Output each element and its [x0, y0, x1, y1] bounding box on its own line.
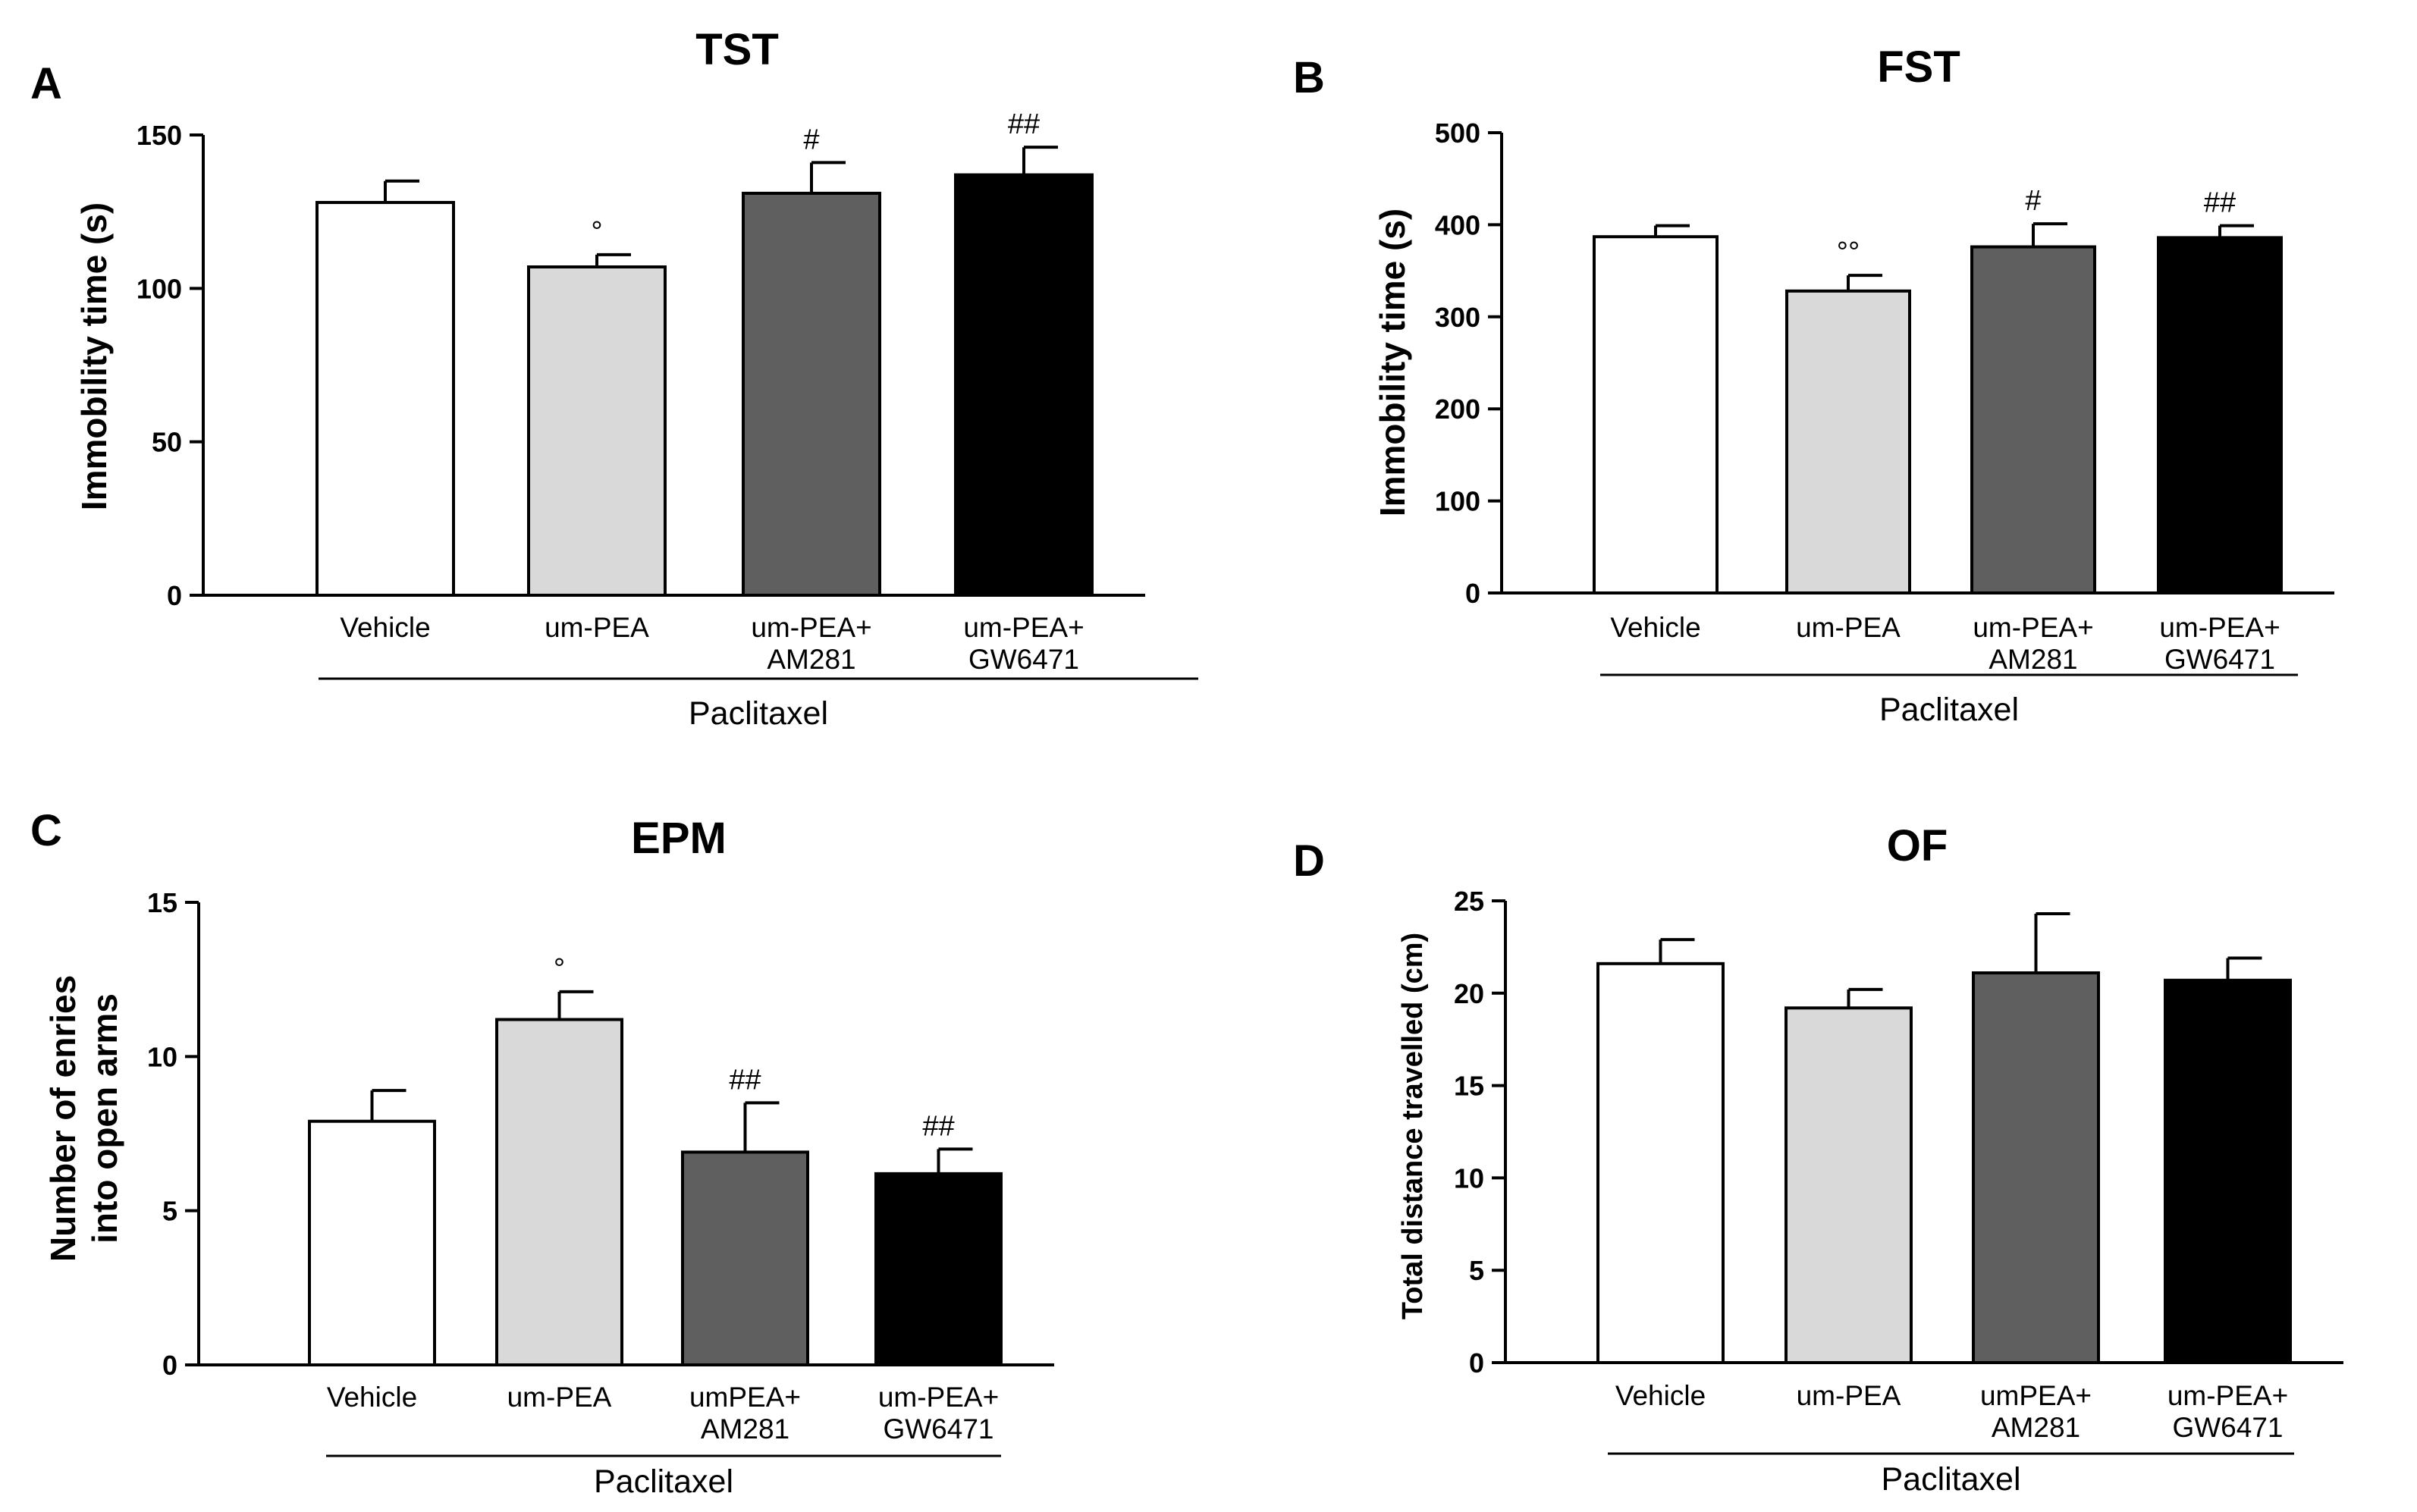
y-axis-label-line: Immobility time (s): [1373, 209, 1412, 516]
y-tick-label: 200: [1435, 394, 1480, 425]
category-label: Vehicle: [1610, 612, 1700, 643]
y-tick-label: 0: [1469, 1347, 1484, 1379]
category-label: um-PEA: [545, 612, 649, 643]
y-tick-label: 15: [1454, 1071, 1484, 1102]
panel-letter: B: [1293, 53, 1325, 102]
y-tick-label: 15: [147, 887, 177, 918]
significance-mark: ##: [2204, 187, 2236, 219]
y-tick-label: 5: [1469, 1255, 1484, 1286]
panel-letter: D: [1293, 836, 1325, 886]
y-tick-label: 400: [1435, 209, 1480, 240]
y-axis-label: Number of enries into open arms: [43, 975, 124, 1262]
bar-2: [1972, 971, 2100, 1364]
category-label: AM281: [1992, 1412, 2080, 1443]
y-tick-label: 50: [152, 427, 182, 458]
y-tick-label: 100: [137, 273, 182, 304]
significance-mark: °°: [1837, 237, 1860, 268]
panel-c: C EPM 0 5 10 15 Number of enries into open arms…: [30, 806, 1054, 1500]
chart-title: OF: [1887, 821, 1948, 870]
category-label: GW6471: [2164, 644, 2275, 675]
significance-mark: ##: [922, 1110, 954, 1142]
y-axis-label: Immobility time (s): [1373, 209, 1412, 516]
bar-3: [2164, 978, 2292, 1365]
bar-0: [315, 201, 455, 597]
significance-mark: #: [2025, 185, 2041, 217]
category-label: umPEA+: [1980, 1380, 2092, 1411]
y-tick-label: 300: [1435, 302, 1480, 333]
category-label: um-PEA: [507, 1382, 612, 1413]
category-label: um-PEA+: [963, 612, 1084, 643]
category-label: um-PEA: [1797, 1380, 1901, 1411]
bar-3: [874, 1172, 1003, 1367]
y-axis-label: Total distance travelled (cm): [1397, 933, 1429, 1319]
category-label: Vehicle: [340, 612, 430, 643]
category-label: AM281: [701, 1413, 789, 1445]
y-axis-label-line: into open arms: [85, 993, 124, 1244]
y-tick-label: 0: [1465, 578, 1480, 609]
category-label: um-PEA+: [1973, 612, 2093, 643]
bar-1: [1784, 1006, 1913, 1364]
category-label: um-PEA: [1796, 612, 1901, 643]
panel-letter: A: [30, 59, 62, 108]
group-label: Paclitaxel: [594, 1463, 733, 1500]
significance-mark: °: [591, 216, 602, 248]
y-axis-label: Immobility time (s): [74, 202, 114, 510]
category-label: Vehicle: [327, 1382, 417, 1413]
bar-1: [1785, 289, 1911, 594]
y-tick-label: 20: [1454, 978, 1484, 1009]
panel-b: B FST 0 100 200 300 400 500 Immobility time (s) V…: [1293, 42, 2334, 728]
category-label: um-PEA+: [878, 1382, 999, 1413]
y-tick-label: 100: [1435, 486, 1480, 517]
bar-1: [495, 1018, 623, 1366]
y-axis-label-line: Immobility time (s): [74, 202, 114, 510]
chart-title: FST: [1877, 42, 1960, 92]
y-tick-label: 150: [137, 120, 182, 151]
y-axis-label-line: Number of enries: [43, 975, 83, 1262]
y-axis-label-line: Total distance travelled (cm): [1397, 933, 1429, 1319]
category-label: um-PEA+: [2167, 1380, 2288, 1411]
bar-2: [1970, 245, 2096, 594]
significance-mark: °: [554, 953, 565, 985]
group-label: Paclitaxel: [1879, 692, 2019, 728]
group-label: Paclitaxel: [689, 695, 828, 732]
panel-d: D OF 0 5 10 15 20 25 Total distance travelled (c…: [1293, 821, 2343, 1498]
y-tick-label: 25: [1454, 886, 1484, 917]
category-label: um-PEA+: [2159, 612, 2280, 643]
chart-title: EPM: [631, 814, 727, 863]
bar-3: [954, 173, 1094, 597]
category-label: GW6471: [968, 644, 1079, 675]
category-label: AM281: [1989, 644, 2077, 675]
significance-mark: ##: [1008, 108, 1040, 140]
y-tick-label: 0: [167, 580, 182, 611]
bar-2: [742, 191, 881, 598]
group-label: Paclitaxel: [1881, 1461, 2020, 1498]
category-label: Vehicle: [1615, 1380, 1706, 1411]
significance-mark: #: [803, 124, 819, 155]
category-label: GW6471: [883, 1413, 993, 1445]
significance-mark: ##: [729, 1064, 761, 1096]
category-label: AM281: [767, 644, 855, 675]
panel-a: A TST 0 50 100 150 Immobility time (s) Vehicle °…: [30, 25, 1198, 732]
bar-0: [1593, 235, 1719, 594]
y-tick-label: 0: [162, 1350, 177, 1381]
panel-letter: C: [30, 806, 62, 855]
category-label: um-PEA+: [751, 612, 871, 643]
bar-2: [681, 1150, 809, 1367]
y-tick-label: 10: [147, 1041, 177, 1072]
bar-0: [1596, 961, 1725, 1364]
bar-0: [308, 1119, 436, 1366]
bar-3: [2157, 236, 2283, 594]
y-tick-label: 5: [162, 1196, 177, 1227]
bar-1: [527, 265, 667, 597]
y-tick-label: 10: [1454, 1162, 1484, 1194]
category-label: umPEA+: [689, 1382, 801, 1413]
category-label: GW6471: [2172, 1412, 2283, 1443]
y-tick-label: 500: [1435, 118, 1480, 149]
chart-title: TST: [695, 25, 779, 74]
